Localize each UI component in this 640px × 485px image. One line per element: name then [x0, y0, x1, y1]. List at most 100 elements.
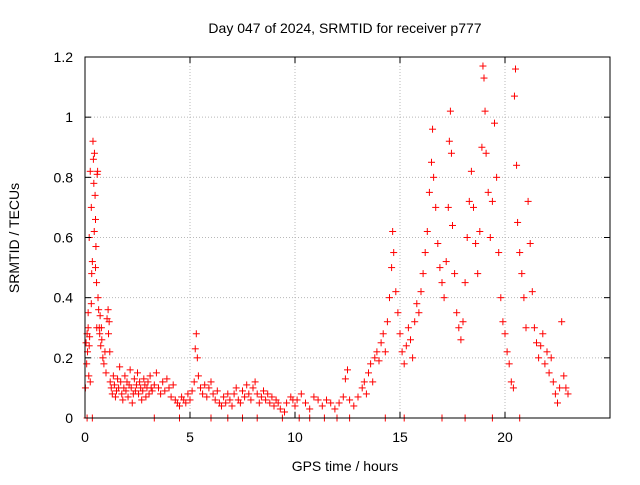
data-point [373, 348, 381, 356]
data-point [188, 387, 196, 395]
data-point [472, 240, 480, 248]
data-point [148, 387, 156, 395]
data-point [518, 270, 526, 278]
data-point [92, 264, 99, 272]
data-point [360, 378, 368, 386]
data-point [224, 390, 232, 398]
data-point [528, 288, 536, 296]
grid-lines [85, 57, 610, 418]
x-tick-label: 15 [392, 429, 408, 445]
y-tick-label: 0.2 [54, 350, 74, 366]
data-point [503, 348, 511, 356]
data-point [451, 270, 459, 278]
data-point [478, 143, 486, 151]
data-point [283, 399, 291, 407]
data-point [428, 158, 435, 166]
data-point [479, 62, 487, 70]
data-point [396, 330, 404, 338]
data-point [257, 393, 265, 401]
data-point [239, 387, 246, 395]
data-point [564, 390, 572, 398]
data-point [142, 393, 150, 401]
data-point [144, 378, 152, 386]
data-point [85, 372, 93, 380]
data-point [524, 197, 532, 205]
data-point [429, 125, 437, 133]
y-axis-label: SRMTID / TECUs [6, 183, 22, 293]
data-point [111, 393, 119, 401]
data-point [421, 249, 429, 257]
y-tick-label: 0.4 [54, 290, 74, 306]
data-point [84, 324, 92, 332]
data-point [512, 65, 519, 73]
data-point [86, 167, 94, 175]
data-point [306, 405, 314, 413]
data-point [520, 294, 528, 302]
x-tick-label: 10 [287, 429, 303, 445]
data-point [419, 270, 427, 278]
data-point [344, 366, 351, 374]
data-point [155, 384, 162, 392]
data-point [90, 179, 98, 187]
data-point [243, 381, 251, 389]
data-point [425, 188, 433, 196]
data-point [90, 227, 98, 235]
y-tick-label: 0.8 [54, 169, 74, 185]
data-point [415, 309, 423, 317]
data-point [323, 396, 330, 404]
data-point [457, 336, 465, 344]
data-point [522, 324, 530, 332]
data-point [86, 333, 94, 341]
data-point [362, 390, 370, 398]
data-point [191, 345, 199, 353]
data-point [339, 393, 347, 401]
data-point [467, 167, 475, 175]
data-point [302, 399, 309, 407]
data-point [514, 218, 522, 226]
data-point [122, 387, 130, 395]
data-point [556, 384, 564, 392]
data-point [413, 300, 421, 308]
data-point [499, 318, 507, 326]
data-point [509, 384, 517, 392]
data-point [89, 155, 97, 163]
data-point [545, 369, 553, 377]
data-point [96, 312, 104, 320]
data-point [481, 107, 489, 115]
data-point [163, 375, 171, 383]
data-point [85, 342, 93, 350]
data-point [493, 173, 501, 181]
data-point [537, 342, 545, 350]
data-point [440, 294, 448, 302]
data-point [199, 390, 207, 398]
data-point [551, 390, 559, 398]
data-point [86, 378, 94, 386]
data-point [132, 381, 140, 389]
data-point [94, 294, 102, 302]
data-point [157, 390, 165, 398]
data-point [430, 173, 438, 181]
data-point [108, 390, 116, 398]
data-point [131, 387, 139, 395]
data-point [88, 258, 96, 266]
data-point [116, 363, 124, 371]
data-point [291, 402, 299, 410]
chart-title: Day 047 of 2024, SRMTID for receiver p77… [208, 20, 481, 36]
data-point [331, 405, 339, 413]
data-point [541, 360, 549, 368]
data-point [88, 270, 96, 278]
data-point [135, 390, 143, 398]
data-point [247, 396, 255, 404]
data-point [97, 342, 105, 350]
data-point [341, 375, 349, 383]
data-point [165, 384, 173, 392]
data-point [560, 372, 568, 380]
data-point [463, 234, 471, 241]
data-point [124, 393, 132, 401]
data-point [371, 354, 379, 362]
data-point [203, 393, 211, 401]
data-point [95, 306, 103, 314]
data-point [530, 324, 538, 332]
data-point [84, 309, 92, 317]
data-point [409, 354, 417, 362]
